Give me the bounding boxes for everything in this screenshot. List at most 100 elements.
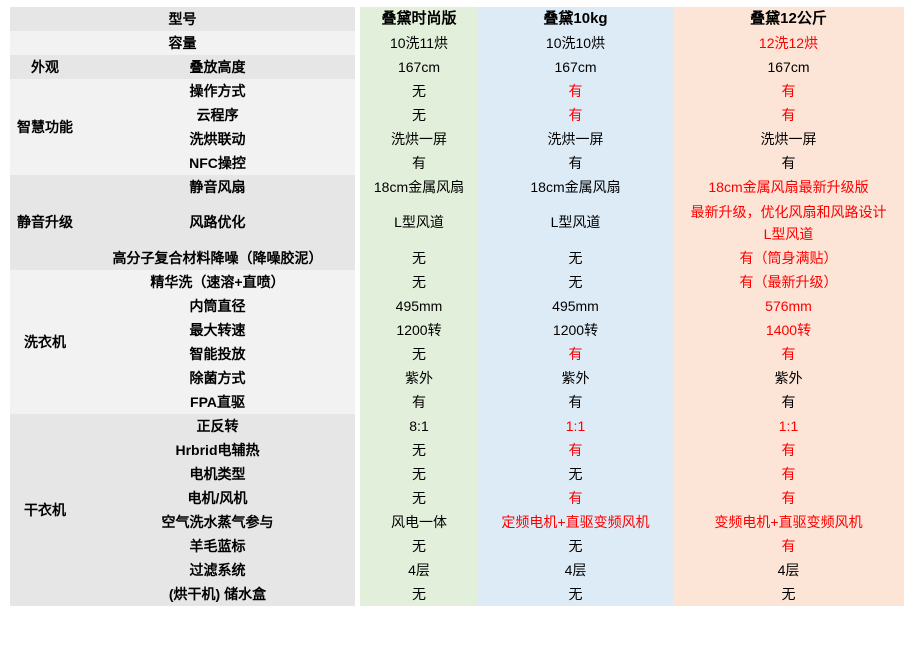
value-cell: 167cm — [478, 55, 673, 79]
value-cell: 有（最新升级） — [673, 270, 904, 294]
value-cell: 有（筒身满贴） — [673, 246, 904, 270]
value-cell: 有 — [478, 151, 673, 175]
value-cell: 紫外 — [478, 366, 673, 390]
row-label: 操作方式 — [80, 79, 355, 103]
category-label: 洗衣机 — [10, 270, 80, 414]
value-cell: 1200转 — [360, 318, 478, 342]
value-cell: 无 — [360, 486, 478, 510]
value-cell: 8:1 — [360, 414, 478, 438]
value-cell: 无 — [360, 270, 478, 294]
row-label: FPA直驱 — [80, 390, 355, 414]
value-cell: 有 — [478, 79, 673, 103]
row-label: 高分子复合材料降噪（降噪胶泥） — [80, 246, 355, 270]
value-cell: 最新升级，优化风扇和风路设计 L型风道 — [673, 199, 904, 246]
value-cell: 有 — [673, 79, 904, 103]
value-cell: 紫外 — [673, 366, 904, 390]
value-cell: 无 — [673, 582, 904, 606]
value-cell: 10洗11烘 — [360, 31, 478, 55]
value-cell: 无 — [360, 79, 478, 103]
comparison-table: 外观 智慧功能 静音升级 洗衣机 干衣机 型号 叠黛时尚版 叠黛10kg 叠黛12公斤 容量 10洗… — [10, 7, 904, 606]
category-label: 智慧功能 — [10, 79, 80, 175]
row-label: 叠放高度 — [80, 55, 355, 79]
value-cell: L型风道 — [478, 199, 673, 246]
row-label: 羊毛蓝标 — [80, 534, 355, 558]
value-cell: 495mm — [360, 294, 478, 318]
value-cell: 无 — [360, 462, 478, 486]
row-label: 风路优化 — [80, 199, 355, 246]
value-cell: 4层 — [478, 558, 673, 582]
value-cell: 10洗10烘 — [478, 31, 673, 55]
row-label: 电机/风机 — [80, 486, 355, 510]
value-cell: 紫外 — [360, 366, 478, 390]
row-label: 正反转 — [80, 414, 355, 438]
category-label: 外观 — [10, 55, 80, 79]
value-cell: 洗烘一屏 — [360, 127, 478, 151]
value-cell: 有 — [673, 462, 904, 486]
value-cell: 167cm — [360, 55, 478, 79]
product-header: 叠黛12公斤 — [673, 7, 904, 31]
value-cell: 有 — [360, 151, 478, 175]
value-cell: 有 — [478, 390, 673, 414]
value-cell: 18cm金属风扇 — [478, 175, 673, 199]
row-label: 容量 — [10, 31, 355, 55]
value-cell: 无 — [360, 342, 478, 366]
row-label: 空气洗水蒸气参与 — [80, 510, 355, 534]
value-cell: 无 — [478, 270, 673, 294]
row-label: 最大转速 — [80, 318, 355, 342]
value-cell: 1400转 — [673, 318, 904, 342]
value-cell: 有 — [673, 103, 904, 127]
value-cell: 1:1 — [673, 414, 904, 438]
value-cell: 定频电机+直驱变频风机 — [478, 510, 673, 534]
value-cell: 有 — [673, 151, 904, 175]
value-cell: 风电一体 — [360, 510, 478, 534]
value-cell: 有 — [478, 486, 673, 510]
value-cell: 无 — [478, 582, 673, 606]
value-cell: 4层 — [673, 558, 904, 582]
value-cell: L型风道 — [360, 199, 478, 246]
value-cell: 洗烘一屏 — [673, 127, 904, 151]
value-cell: 有 — [673, 486, 904, 510]
value-cell: 4层 — [360, 558, 478, 582]
row-label: 内筒直径 — [80, 294, 355, 318]
row-label: 静音风扇 — [80, 175, 355, 199]
value-cell: 无 — [360, 103, 478, 127]
value-cell: 无 — [478, 534, 673, 558]
row-label: 洗烘联动 — [80, 127, 355, 151]
category-label: 干衣机 — [10, 414, 80, 606]
value-cell: 495mm — [478, 294, 673, 318]
row-label: 型号 — [10, 7, 355, 31]
value-cell: 变频电机+直驱变频风机 — [673, 510, 904, 534]
value-cell: 无 — [360, 582, 478, 606]
row-label: 智能投放 — [80, 342, 355, 366]
row-label: 过滤系统 — [80, 558, 355, 582]
value-cell: 1200转 — [478, 318, 673, 342]
row-label: NFC操控 — [80, 151, 355, 175]
value-cell: 12洗12烘 — [673, 31, 904, 55]
value-cell: 有 — [673, 534, 904, 558]
value-cell: 无 — [360, 534, 478, 558]
value-cell: 有 — [478, 103, 673, 127]
product-header: 叠黛时尚版 — [360, 7, 478, 31]
value-cell: 1:1 — [478, 414, 673, 438]
value-cell: 576mm — [673, 294, 904, 318]
value-cell: 无 — [360, 438, 478, 462]
value-cell: 18cm金属风扇最新升级版 — [673, 175, 904, 199]
product-header: 叠黛10kg — [478, 7, 673, 31]
row-label: 精华洗（速溶+直喷） — [80, 270, 355, 294]
row-label: 除菌方式 — [80, 366, 355, 390]
category-label: 静音升级 — [10, 175, 80, 270]
value-cell: 有 — [360, 390, 478, 414]
value-cell: 有 — [673, 342, 904, 366]
row-label: 电机类型 — [80, 462, 355, 486]
value-cell: 有 — [673, 438, 904, 462]
value-cell: 有 — [478, 438, 673, 462]
value-cell: 无 — [478, 246, 673, 270]
value-cell: 洗烘一屏 — [478, 127, 673, 151]
value-cell: 无 — [360, 246, 478, 270]
value-cell: 有 — [478, 342, 673, 366]
value-cell: 有 — [673, 390, 904, 414]
row-label: Hrbrid电辅热 — [80, 438, 355, 462]
value-cell: 无 — [478, 462, 673, 486]
value-cell: 167cm — [673, 55, 904, 79]
